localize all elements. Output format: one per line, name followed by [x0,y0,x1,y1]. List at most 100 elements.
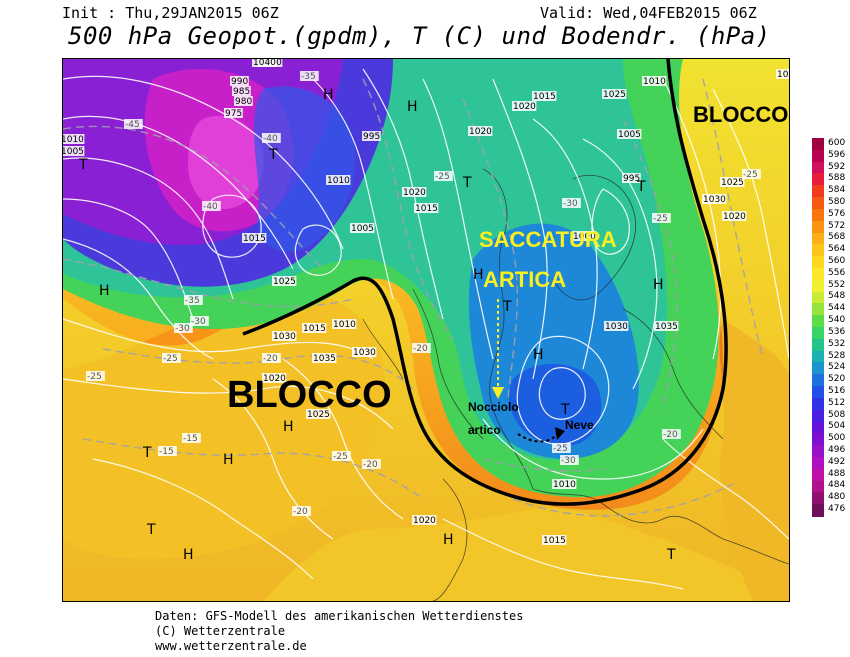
temperature-label-bg [86,371,105,381]
pressure-label: 1025 [603,90,626,100]
pressure-label: 1010 [643,77,666,87]
pressure-label-group: 9909859809751000100510101015102010251030… [63,59,789,546]
temperature-label-bg [332,451,351,461]
temperature-label: -20 [363,460,378,470]
pressure-label-bg [622,173,641,183]
pressure-label-bg [272,331,297,341]
legend-tick-label: 508 [828,409,846,420]
temperature-label-bg [262,353,281,363]
legend-tick-label: 580 [828,196,846,207]
legend-tick-label: 576 [828,208,846,219]
coastlines [362,168,789,601]
legend-tick-label: 480 [828,492,846,503]
legend-swatch [812,386,824,399]
temperature-label: -20 [293,507,308,517]
temperature-label: -25 [435,172,450,182]
temperature-label-bg [742,169,761,179]
saccatura-label-1: SACCATURA [479,227,617,252]
pressure-label: 1035 [313,354,336,364]
temperature-label-bg [362,459,381,469]
legend-tick-label: 532 [828,338,846,349]
pressure-center-mark: T [146,522,156,538]
legend-swatch [812,338,824,352]
temperature-label-bg [662,429,681,439]
pressure-label-bg [230,76,249,86]
pressure-label: 1000 [573,232,596,242]
pressure-label-bg [604,321,629,331]
temperature-label-bg [184,295,203,305]
temperature-label-bg [202,201,221,211]
legend-tick-label: 564 [828,244,846,255]
legend-swatch [812,468,824,482]
pressure-label: 995 [623,174,640,184]
legend-tick-label: 540 [828,315,846,326]
temperature-label: -25 [333,452,348,462]
pressure-center-mark: T [142,445,152,461]
pressure-label-bg [702,194,727,204]
pressure-label: 1030 [605,322,628,332]
pressure-label-bg [252,59,277,67]
pressure-center-mark: H [323,87,334,103]
legend-swatch [812,291,824,304]
init-time: Init : Thu,29JAN2015 06Z [62,4,279,22]
pressure-label-bg [468,126,493,136]
pressure-center-mark: T [666,547,676,563]
legend-tick-label: 584 [828,185,846,196]
temperature-label-bg [412,343,431,353]
pressure-label: 1030 [703,195,726,205]
pressure-label: 1015 [543,536,566,546]
legend-swatch [812,303,824,316]
temperature-label: -30 [561,456,576,466]
pressure-label: 980 [235,97,252,107]
temperature-label: -15 [183,434,198,444]
pressure-label: 1020 [403,188,426,198]
legend-tick-label: 592 [828,161,846,172]
legend-tick-label: 556 [828,267,846,278]
temperature-label: -25 [653,214,668,224]
legend-swatch [812,456,824,470]
saccatura-label-2: ARTICA [483,267,566,292]
blocco-east-label: BLOCCO [693,102,788,127]
pressure-center-mark: T [502,299,512,315]
pressure-label-bg [512,101,537,111]
pressure-center-mark: H [183,547,194,563]
map-title: 500 hPa Geopot.(gpdm), T (C) und Bodendr… [68,22,771,50]
legend-swatch [812,267,824,281]
legend-tick-label: 560 [828,256,846,267]
blue-ring [253,86,356,252]
temperature-label: -40 [203,202,218,212]
pressure-center-mark: H [653,277,664,293]
legend-swatch [812,220,824,233]
legend-tick-label: 548 [828,291,846,302]
pressure-center-group: H T H T H T H T H T H T H T H T H T H [78,87,676,563]
legend-tick-label: 500 [828,433,846,444]
temperature-label: -30 [191,317,206,327]
pressure-label: 1020 [469,127,492,137]
pressure-label-bg [63,134,85,144]
temperature-label-bg [190,316,209,326]
legend-tick-label: 492 [828,456,846,467]
pressure-center-mark: T [560,402,570,418]
pressure-label-bg [63,146,85,156]
snow-arrowhead [555,427,565,440]
isobars [63,68,789,590]
temperature-label-bg [292,506,311,516]
pressure-label: 1005 [618,130,641,140]
pressure-label: 1030 [353,348,376,358]
pressure-center-mark: H [443,532,454,548]
pressure-label-bg [722,211,747,221]
legend-tick-label: 512 [828,397,846,408]
yellow-band [63,59,789,601]
temperature-label-bg [562,198,581,208]
pressure-label: 1010 [333,320,356,330]
pressure-label-bg [272,276,297,286]
legend-tick-label: 488 [828,468,846,479]
pressure-label-bg [776,69,789,79]
pressure-label: 1015 [303,324,326,334]
legend-swatch [812,362,824,375]
pressure-label: 1015 [243,234,266,244]
pressure-label-bg [352,347,377,357]
legend-swatch [812,185,824,198]
legend-swatch [812,397,824,411]
legend-tick-label: 544 [828,303,846,314]
